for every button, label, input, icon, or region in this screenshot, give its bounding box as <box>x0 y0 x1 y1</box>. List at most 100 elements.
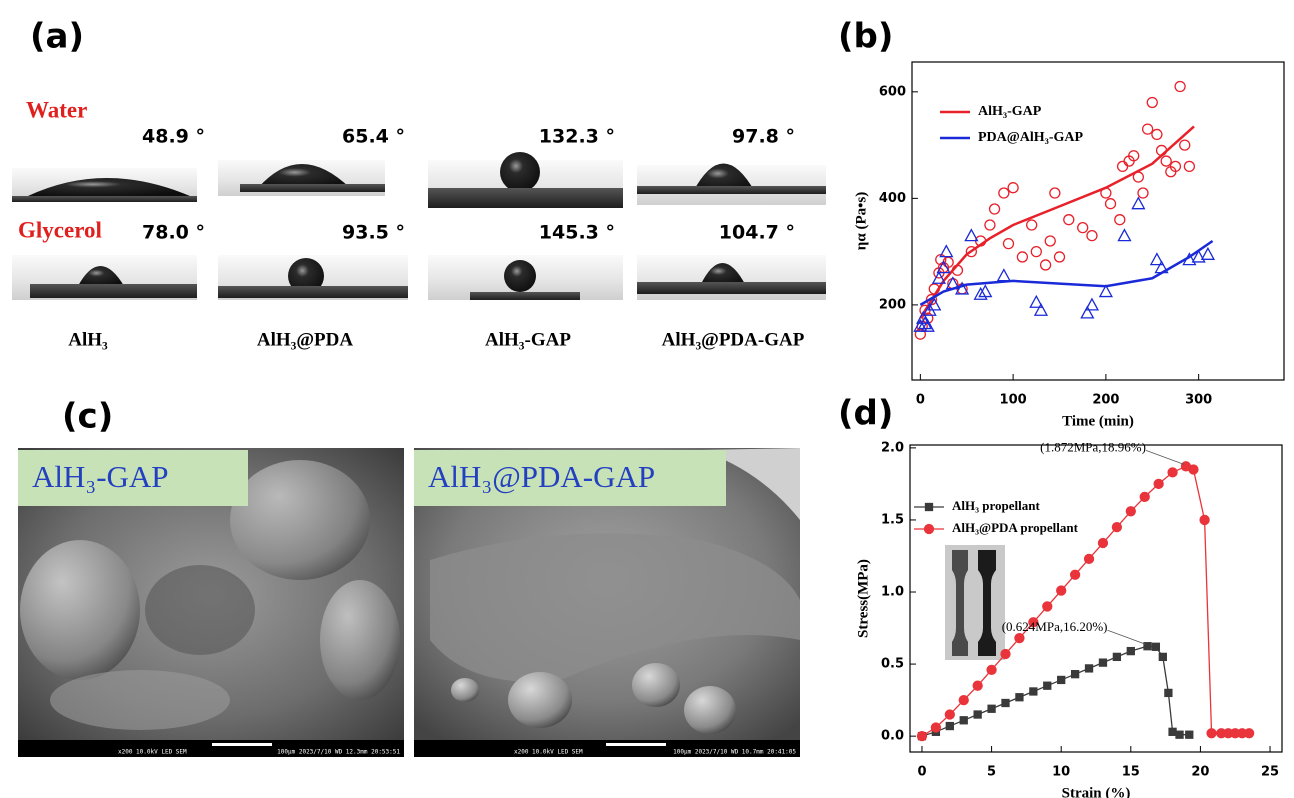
marker <box>1064 215 1074 225</box>
marker <box>1126 507 1135 516</box>
marker <box>1245 729 1254 738</box>
substrate <box>218 286 408 298</box>
substrate <box>637 282 826 294</box>
sample-name: AlH₃@PDA-GAP <box>662 329 805 350</box>
marker <box>1057 586 1066 595</box>
marker <box>1058 676 1065 683</box>
marker <box>1031 247 1041 257</box>
marker <box>1041 260 1051 270</box>
texture <box>20 540 140 680</box>
substrate <box>470 292 580 300</box>
marker <box>1200 515 1209 524</box>
marker <box>1086 665 1093 672</box>
marker <box>1030 688 1037 695</box>
marker <box>1127 648 1134 655</box>
contact-angle: 97.8 ° <box>732 126 795 148</box>
texture <box>50 670 230 730</box>
page: (a)(b)(c)(d)WaterGlycerol48.9 °65.4 °132… <box>0 0 1294 798</box>
marker <box>945 710 954 719</box>
contact-angle: 145.3 ° <box>539 222 615 244</box>
substrate <box>637 186 826 194</box>
marker <box>931 723 940 732</box>
marker <box>1027 220 1037 230</box>
marker <box>1140 492 1149 501</box>
marker <box>1017 252 1027 262</box>
x-tick-label: 20 <box>1191 765 1209 780</box>
droplet <box>500 152 540 192</box>
droplet <box>504 260 536 292</box>
fit-line <box>920 126 1194 318</box>
annotation-leader <box>1108 630 1146 644</box>
plot-frame <box>912 62 1284 380</box>
marker <box>1159 653 1166 660</box>
marker <box>1072 671 1079 678</box>
y-tick-label: 0.5 <box>881 657 904 672</box>
marker <box>1008 183 1018 193</box>
x-tick-label: 100 <box>1000 393 1027 408</box>
marker <box>974 711 981 718</box>
marker <box>1154 479 1163 488</box>
marker <box>917 732 926 741</box>
sem-info: x200 10.0kV LED SEM <box>514 749 583 756</box>
contact-angle: 65.4 ° <box>342 126 405 148</box>
particle <box>684 686 736 734</box>
marker <box>1118 161 1128 171</box>
marker <box>998 270 1010 281</box>
marker <box>925 525 934 534</box>
texture <box>320 580 400 700</box>
contact-angle: 48.9 ° <box>142 126 205 148</box>
fit-line <box>920 241 1212 305</box>
sem-label: AlH₃@PDA-GAP <box>428 459 655 494</box>
substrate <box>240 184 385 192</box>
legend-label: AlH₃-GAP <box>978 104 1042 119</box>
marker <box>1087 231 1097 241</box>
marker <box>979 286 991 297</box>
substrate <box>12 196 197 202</box>
marker <box>1112 523 1121 532</box>
marker <box>1071 570 1080 579</box>
marker <box>959 696 968 705</box>
x-tick-label: 25 <box>1261 765 1279 780</box>
y-axis-label: Stress(MPa) <box>855 559 871 638</box>
marker <box>973 681 982 690</box>
y-tick-label: 0.0 <box>881 729 904 744</box>
marker <box>987 665 996 674</box>
particle <box>451 678 479 702</box>
contact-angle-images <box>12 152 826 300</box>
marker <box>946 723 953 730</box>
marker <box>926 504 933 511</box>
sample-name: AlH₃@PDA <box>257 329 353 350</box>
marker <box>1045 236 1055 246</box>
substrate <box>428 188 623 208</box>
sem-label: AlH₃-GAP <box>32 459 169 494</box>
marker <box>1044 682 1051 689</box>
marker <box>960 717 967 724</box>
marker <box>1098 539 1107 548</box>
specimen-photo <box>945 545 1005 660</box>
y-tick-label: 600 <box>879 84 906 99</box>
contact-angle: 104.7 ° <box>719 222 795 244</box>
y-tick-label: 1.0 <box>881 585 904 600</box>
x-axis-label: Strain (%) <box>1062 785 1131 798</box>
x-tick-label: 10 <box>1052 765 1070 780</box>
x-axis-label: Time (min) <box>1062 413 1134 429</box>
marker <box>1001 649 1010 658</box>
marker <box>1133 172 1143 182</box>
sample-name: AlH₃-GAP <box>485 329 571 350</box>
contact-angle: 78.0 ° <box>142 222 205 244</box>
y-tick-label: 200 <box>879 297 906 312</box>
marker <box>1184 161 1194 171</box>
legend-label: AlH₃@PDA propellant <box>952 520 1079 535</box>
marker <box>1165 689 1172 696</box>
figure: (a)(b)(c)(d)WaterGlycerol48.9 °65.4 °132… <box>0 0 1294 798</box>
marker <box>1175 82 1185 92</box>
annotation-leader <box>1146 450 1184 464</box>
marker <box>1152 129 1162 139</box>
marker <box>1115 215 1125 225</box>
marker <box>1168 468 1177 477</box>
texture <box>230 460 370 580</box>
marker <box>1161 156 1171 166</box>
marker <box>1138 188 1148 198</box>
scale-bar <box>606 743 666 746</box>
sem-info: 100μm 2023/7/10 WD 10.7mm 20:41:05 <box>673 749 796 756</box>
